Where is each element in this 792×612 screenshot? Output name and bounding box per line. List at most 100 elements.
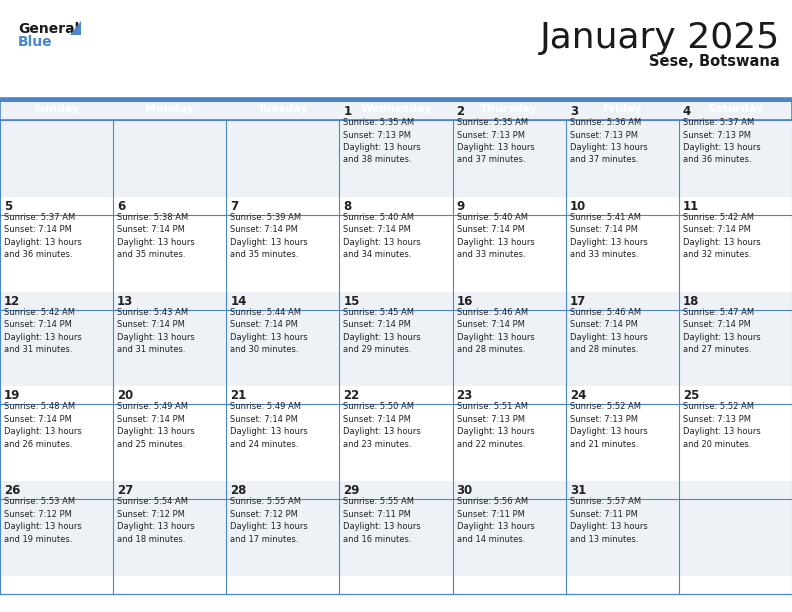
Bar [565, 291, 679, 386]
Text: 14: 14 [230, 294, 246, 308]
Text: Daylight: 13 hours: Daylight: 13 hours [569, 238, 648, 247]
Text: Sunset: 7:14 PM: Sunset: 7:14 PM [569, 225, 638, 234]
Bar [113, 197, 227, 291]
Text: Sunset: 7:12 PM: Sunset: 7:12 PM [4, 510, 72, 519]
Text: Sunrise: 5:52 AM: Sunrise: 5:52 AM [683, 403, 754, 411]
Text: Sunrise: 5:55 AM: Sunrise: 5:55 AM [344, 497, 414, 506]
Text: Sunset: 7:14 PM: Sunset: 7:14 PM [456, 320, 524, 329]
Text: Daylight: 13 hours: Daylight: 13 hours [683, 238, 760, 247]
Text: Daylight: 13 hours: Daylight: 13 hours [569, 522, 648, 531]
Text: Sunset: 7:14 PM: Sunset: 7:14 PM [117, 320, 185, 329]
Text: Daylight: 13 hours: Daylight: 13 hours [230, 522, 308, 531]
Bar [679, 386, 792, 481]
Text: 4: 4 [683, 105, 691, 118]
Text: January 2025: January 2025 [540, 21, 780, 55]
Text: Sunrise: 5:53 AM: Sunrise: 5:53 AM [4, 497, 75, 506]
Text: Daylight: 13 hours: Daylight: 13 hours [683, 143, 760, 152]
Text: 21: 21 [230, 389, 246, 403]
Text: Sunrise: 5:49 AM: Sunrise: 5:49 AM [117, 403, 188, 411]
Text: 29: 29 [344, 484, 360, 497]
Text: Daylight: 13 hours: Daylight: 13 hours [683, 427, 760, 436]
Text: Sunrise: 5:55 AM: Sunrise: 5:55 AM [230, 497, 301, 506]
Bar [340, 481, 452, 576]
Bar [679, 481, 792, 576]
Text: and 14 minutes.: and 14 minutes. [456, 535, 525, 543]
Text: Sunset: 7:12 PM: Sunset: 7:12 PM [117, 510, 185, 519]
Bar [340, 102, 452, 197]
Text: Friday: Friday [604, 104, 642, 114]
Text: Sunrise: 5:41 AM: Sunrise: 5:41 AM [569, 213, 641, 222]
Bar [452, 102, 565, 197]
Text: Daylight: 13 hours: Daylight: 13 hours [569, 332, 648, 341]
Bar [679, 102, 792, 197]
Text: Sunset: 7:11 PM: Sunset: 7:11 PM [569, 510, 638, 519]
Text: Sunrise: 5:38 AM: Sunrise: 5:38 AM [117, 213, 188, 222]
Text: Sunset: 7:14 PM: Sunset: 7:14 PM [4, 225, 72, 234]
Text: Sunrise: 5:47 AM: Sunrise: 5:47 AM [683, 308, 754, 316]
Bar [452, 291, 565, 386]
Text: Sunset: 7:14 PM: Sunset: 7:14 PM [230, 225, 298, 234]
Text: Sunset: 7:14 PM: Sunset: 7:14 PM [4, 320, 72, 329]
Text: Daylight: 13 hours: Daylight: 13 hours [344, 522, 421, 531]
Text: 17: 17 [569, 294, 586, 308]
Text: Sunset: 7:14 PM: Sunset: 7:14 PM [344, 415, 411, 424]
Text: and 38 minutes.: and 38 minutes. [344, 155, 412, 165]
Text: Daylight: 13 hours: Daylight: 13 hours [117, 522, 195, 531]
Text: Sese, Botswana: Sese, Botswana [649, 54, 780, 70]
Bar [113, 102, 227, 197]
Text: Sunrise: 5:45 AM: Sunrise: 5:45 AM [344, 308, 414, 316]
Bar [0, 197, 113, 291]
Bar [0, 102, 113, 197]
Text: Sunset: 7:11 PM: Sunset: 7:11 PM [456, 510, 524, 519]
Text: and 36 minutes.: and 36 minutes. [4, 250, 73, 259]
Text: Daylight: 13 hours: Daylight: 13 hours [230, 427, 308, 436]
Text: 6: 6 [117, 200, 125, 213]
Bar [0, 291, 113, 386]
Text: Tuesday: Tuesday [257, 104, 308, 114]
Text: 31: 31 [569, 484, 586, 497]
Text: Sunrise: 5:35 AM: Sunrise: 5:35 AM [456, 118, 527, 127]
Text: and 20 minutes.: and 20 minutes. [683, 440, 752, 449]
Text: and 25 minutes.: and 25 minutes. [117, 440, 185, 449]
Text: and 29 minutes.: and 29 minutes. [344, 345, 412, 354]
Text: Daylight: 13 hours: Daylight: 13 hours [456, 332, 535, 341]
Text: Sunset: 7:12 PM: Sunset: 7:12 PM [230, 510, 298, 519]
Text: Sunrise: 5:56 AM: Sunrise: 5:56 AM [456, 497, 527, 506]
Bar [227, 197, 340, 291]
Text: Daylight: 13 hours: Daylight: 13 hours [569, 427, 648, 436]
Bar [227, 386, 340, 481]
Text: Daylight: 13 hours: Daylight: 13 hours [456, 238, 535, 247]
Text: Sunset: 7:14 PM: Sunset: 7:14 PM [230, 320, 298, 329]
Bar [227, 481, 340, 576]
Bar [679, 291, 792, 386]
Text: 28: 28 [230, 484, 246, 497]
Text: 20: 20 [117, 389, 133, 403]
Text: and 35 minutes.: and 35 minutes. [230, 250, 299, 259]
Text: and 26 minutes.: and 26 minutes. [4, 440, 73, 449]
Text: and 35 minutes.: and 35 minutes. [117, 250, 185, 259]
Text: Sunrise: 5:49 AM: Sunrise: 5:49 AM [230, 403, 301, 411]
Text: 11: 11 [683, 200, 699, 213]
Text: Sunset: 7:13 PM: Sunset: 7:13 PM [456, 415, 524, 424]
Text: Sunday: Sunday [33, 104, 79, 114]
Text: Daylight: 13 hours: Daylight: 13 hours [344, 238, 421, 247]
Text: Sunrise: 5:40 AM: Sunrise: 5:40 AM [344, 213, 414, 222]
Text: Sunrise: 5:36 AM: Sunrise: 5:36 AM [569, 118, 641, 127]
Text: 23: 23 [456, 389, 473, 403]
Text: Daylight: 13 hours: Daylight: 13 hours [456, 522, 535, 531]
Text: Daylight: 13 hours: Daylight: 13 hours [4, 238, 82, 247]
Text: Blue: Blue [18, 35, 52, 49]
Bar [452, 386, 565, 481]
Text: General: General [18, 22, 79, 36]
Text: and 37 minutes.: and 37 minutes. [569, 155, 638, 165]
Text: Sunrise: 5:42 AM: Sunrise: 5:42 AM [4, 308, 75, 316]
Text: Sunset: 7:13 PM: Sunset: 7:13 PM [344, 130, 411, 140]
Text: Daylight: 13 hours: Daylight: 13 hours [456, 427, 535, 436]
Text: 19: 19 [4, 389, 21, 403]
Text: 22: 22 [344, 389, 360, 403]
Bar [340, 197, 452, 291]
Text: Sunset: 7:11 PM: Sunset: 7:11 PM [344, 510, 411, 519]
Text: Sunrise: 5:43 AM: Sunrise: 5:43 AM [117, 308, 188, 316]
Text: Sunrise: 5:44 AM: Sunrise: 5:44 AM [230, 308, 301, 316]
Text: and 33 minutes.: and 33 minutes. [456, 250, 525, 259]
